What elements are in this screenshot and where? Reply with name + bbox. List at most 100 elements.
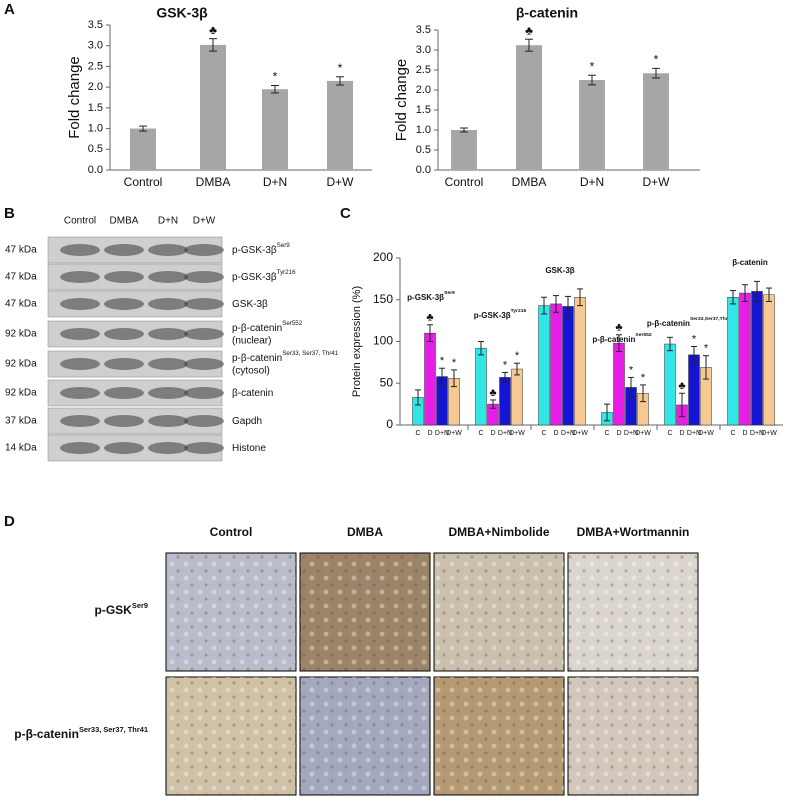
blot-band	[148, 358, 188, 370]
y-tick-label: 0.5	[88, 143, 103, 155]
text-part: Gapdh	[232, 416, 262, 427]
bar	[574, 296, 586, 426]
significance-marker: *	[338, 61, 343, 75]
text-part: p-β-catenin	[232, 323, 282, 334]
blot-band	[60, 415, 100, 427]
lane-label: DMBA	[110, 216, 139, 227]
bar	[727, 296, 739, 426]
superscript: Ser552	[635, 332, 651, 338]
panel-label: D	[4, 513, 15, 530]
y-tick-label: 150	[373, 292, 393, 306]
bar-label: D+N	[561, 430, 575, 437]
micrograph-texture	[434, 677, 564, 795]
y-tick-label: 0.5	[416, 144, 431, 156]
significance-marker: ♣	[489, 387, 496, 399]
y-tick-label: 3.5	[416, 24, 431, 36]
blot-label: Histone	[232, 443, 266, 454]
panel-label: C	[340, 205, 351, 222]
bar-label: C	[478, 430, 483, 437]
chart-title: β-catenin	[516, 5, 578, 21]
text-part: p-β-catenin	[592, 335, 635, 344]
x-tick-label: D+W	[327, 175, 355, 189]
x-tick-label: Control	[445, 175, 484, 189]
bar-label: C	[604, 430, 609, 437]
blot-note: (nuclear)	[232, 336, 271, 347]
blot-band	[184, 328, 224, 340]
kda-label: 92 kDa	[5, 359, 37, 370]
y-tick-label: 1.0	[88, 122, 103, 134]
blot-band	[184, 415, 224, 427]
group-label: p-GSK-3βSer9	[407, 290, 455, 302]
blot-band	[104, 442, 144, 454]
significance-marker: *	[273, 70, 278, 84]
kda-label: 47 kDa	[5, 299, 37, 310]
bar	[751, 291, 763, 426]
x-tick-label: DMBA	[512, 175, 547, 189]
bar	[475, 347, 487, 426]
y-tick-label: 0	[386, 417, 393, 431]
significance-marker: *	[704, 343, 709, 355]
bar	[130, 128, 156, 170]
text-part: p-GSK-3β	[407, 293, 444, 302]
y-tick-label: 3.0	[88, 40, 103, 52]
kda-label: 92 kDa	[5, 388, 37, 399]
blot-band	[60, 244, 100, 256]
text-part: p-β-catenin	[647, 319, 690, 328]
bar-label: D+W	[698, 430, 714, 437]
bar-label: D	[742, 430, 747, 437]
bar	[562, 306, 574, 426]
lane-label: D+W	[193, 216, 216, 227]
blot-band	[104, 415, 144, 427]
x-tick-label: D+N	[263, 175, 287, 189]
blot-band	[104, 271, 144, 283]
bar-label: D+N	[498, 430, 512, 437]
blot-band	[148, 244, 188, 256]
text-part: GSK-3β	[232, 299, 268, 310]
micrograph-texture	[300, 677, 430, 795]
blot-band	[104, 244, 144, 256]
y-tick-label: 3.5	[88, 19, 103, 31]
blot-band	[184, 298, 224, 310]
bar	[538, 305, 550, 426]
y-tick-label: 50	[380, 375, 394, 389]
blot-note: (cytosol)	[232, 366, 270, 377]
column-header: DMBA	[347, 525, 383, 539]
column-header: Control	[210, 525, 253, 539]
bar	[451, 130, 477, 170]
superscript: Tyr216	[511, 308, 527, 314]
y-axis-label: Fold change	[393, 59, 410, 142]
text-part: p-β-catenin	[14, 727, 79, 741]
significance-marker: *	[590, 59, 595, 73]
bar	[499, 377, 511, 426]
blot-label: p-β-cateninSer552	[232, 320, 303, 334]
superscript: Ser9	[132, 601, 148, 610]
y-tick-label: 3.0	[416, 44, 431, 56]
bar-label: D+N	[624, 430, 638, 437]
significance-marker: ♣	[209, 23, 217, 37]
blot-band	[104, 328, 144, 340]
panel-label: B	[4, 205, 15, 222]
text-part: β-catenin	[732, 258, 768, 267]
bar	[262, 89, 288, 170]
column-header: DMBA+Wortmannin	[577, 525, 690, 539]
micrograph-texture	[300, 553, 430, 671]
text-part: p-GSK	[95, 603, 133, 617]
bar	[763, 294, 775, 426]
bar-label: D	[553, 430, 558, 437]
group-label: p-β-cateninSer33,Ser37,Thr41	[647, 316, 734, 328]
blot-label: p-GSK-3βTyr216	[232, 269, 296, 283]
bar-label: C	[730, 430, 735, 437]
bar-label: D+N	[435, 430, 449, 437]
blot-band	[148, 271, 188, 283]
blot-band	[60, 328, 100, 340]
blot-label: p-GSK-3βSer9	[232, 242, 290, 256]
significance-marker: *	[515, 350, 520, 362]
bar	[424, 332, 436, 426]
row-label: p-GSKSer9	[95, 601, 148, 617]
micrograph-texture	[166, 553, 296, 671]
y-tick-label: 200	[373, 250, 393, 264]
bar-label: D+W	[761, 430, 777, 437]
superscript: Ser33,Ser37,Thr41	[690, 316, 733, 322]
micrograph-texture	[166, 677, 296, 795]
superscript: Ser552	[282, 320, 303, 327]
